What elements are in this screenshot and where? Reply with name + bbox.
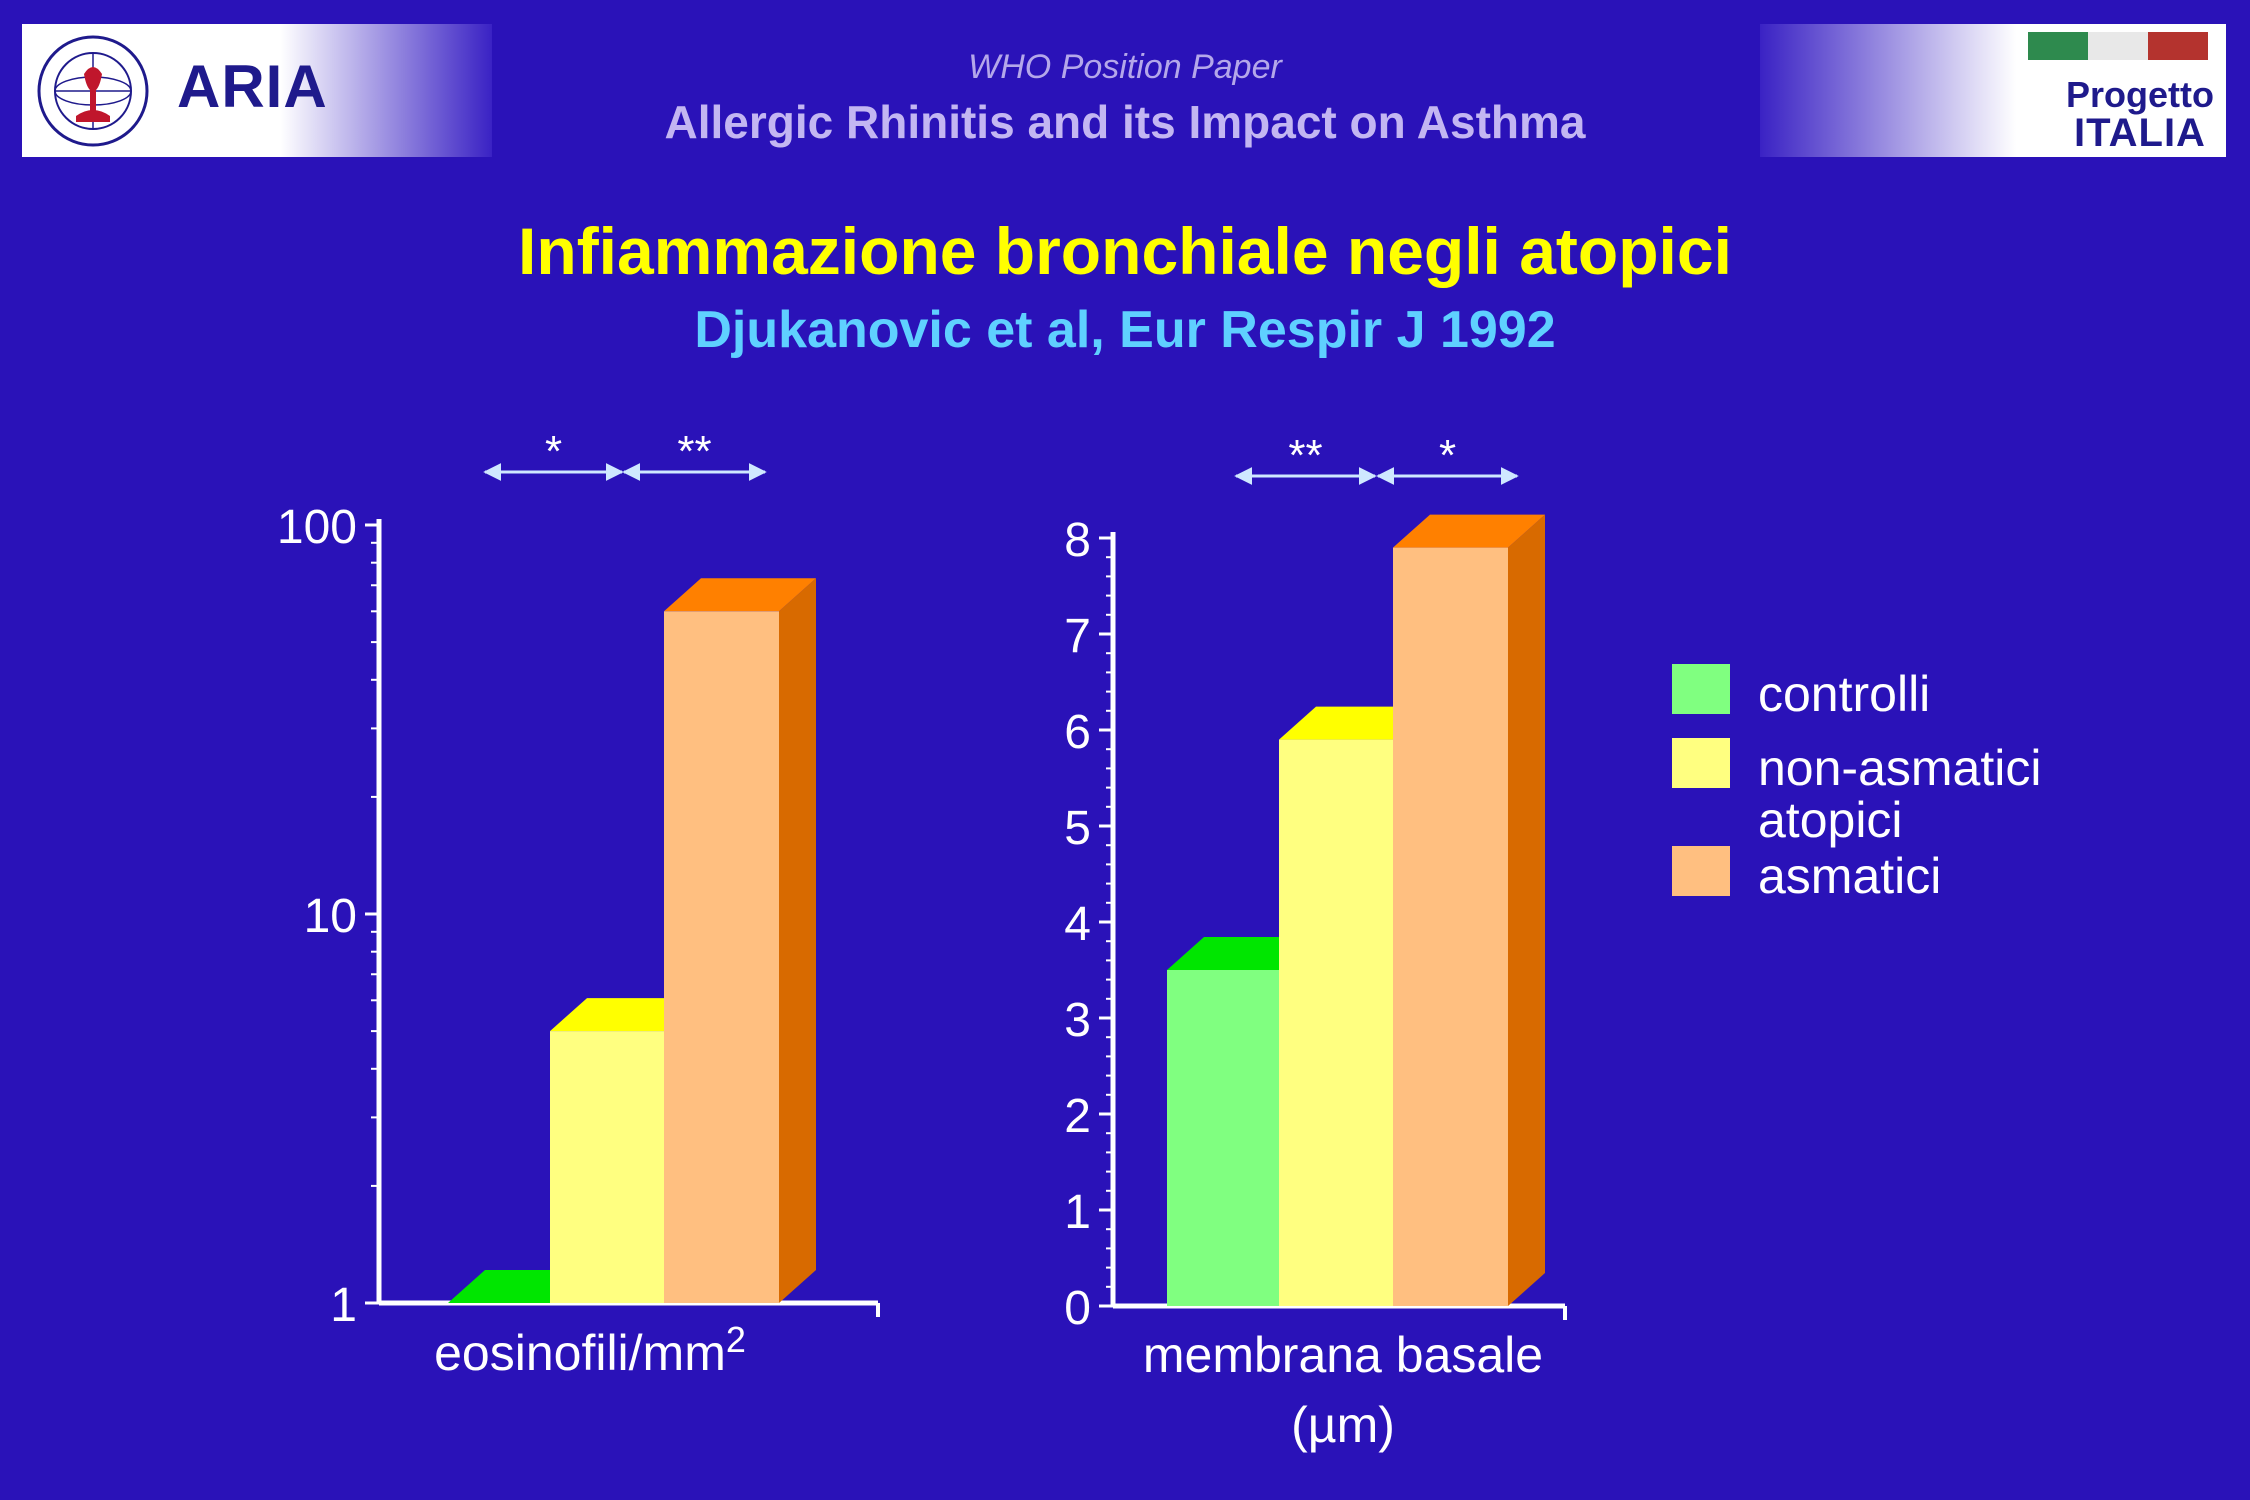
aria-logo-text: ARIA <box>177 53 328 120</box>
significance-label: ** <box>1288 431 1322 480</box>
y-tick-label: 1 <box>330 1279 357 1332</box>
legend-label-controlli: controlli <box>1758 666 1931 722</box>
bar-top <box>1393 514 1545 548</box>
slide-subtitle: Djukanovic et al, Eur Respir J 1992 <box>694 301 1556 359</box>
y-tick-label: 7 <box>1064 610 1091 663</box>
x-axis-label: eosinofili/mm2 <box>434 1319 746 1381</box>
flag-red-band <box>2148 32 2208 60</box>
x-axis-label-line2: (µm) <box>1291 1397 1395 1453</box>
legend-swatch-asmatici <box>1672 846 1730 896</box>
progetto-italia-banner: Progetto ITALIA <box>1760 24 2226 157</box>
bar <box>664 611 779 1303</box>
legend-label-non-asmatici: non-asmatici atopici <box>1758 740 2042 848</box>
aria-header-banner: ARIA <box>22 24 492 157</box>
y-tick-label: 4 <box>1064 898 1091 951</box>
flag-white-band <box>2088 32 2148 60</box>
aria-seal-logo <box>37 35 149 147</box>
y-tick-label: 10 <box>304 890 357 943</box>
y-tick-label: 100 <box>277 501 357 554</box>
bar-side <box>1508 514 1545 1306</box>
slide-title: Infiammazione bronchiale negli atopici <box>518 214 1732 288</box>
significance-label: * <box>545 427 562 476</box>
bar <box>1167 970 1282 1306</box>
legend-swatch-controlli <box>1672 664 1730 714</box>
x-axis-label-superscript: 2 <box>726 1319 746 1360</box>
aria-full-title: Allergic Rhinitis and its Impact on Asth… <box>664 96 1586 148</box>
legend-label-asmatici: asmatici <box>1758 848 1942 904</box>
significance-label: * <box>1439 431 1456 480</box>
who-position-paper-line: WHO Position Paper <box>968 48 1282 86</box>
y-tick-label: 1 <box>1064 1186 1091 1239</box>
x-axis-label-line1: membrana basale <box>1143 1327 1543 1383</box>
italia-text: ITALIA <box>2074 111 2206 155</box>
legend-swatch-non-asmatici <box>1672 738 1730 788</box>
significance-label: ** <box>677 427 711 476</box>
bar <box>550 1031 665 1303</box>
bar-top <box>664 578 816 612</box>
y-tick-label: 8 <box>1064 514 1091 567</box>
y-tick-label: 0 <box>1064 1282 1091 1335</box>
y-tick-label: 2 <box>1064 1090 1091 1143</box>
flag-green-band <box>2028 32 2088 60</box>
y-tick-label: 3 <box>1064 994 1091 1047</box>
bar-side <box>779 578 816 1303</box>
progetto-italia-logo: Progetto ITALIA <box>2066 74 2214 155</box>
bar <box>1393 547 1508 1306</box>
progetto-text: Progetto <box>2066 74 2214 115</box>
y-tick-label: 5 <box>1064 802 1091 855</box>
bar <box>1279 739 1394 1306</box>
y-tick-label: 6 <box>1064 706 1091 759</box>
